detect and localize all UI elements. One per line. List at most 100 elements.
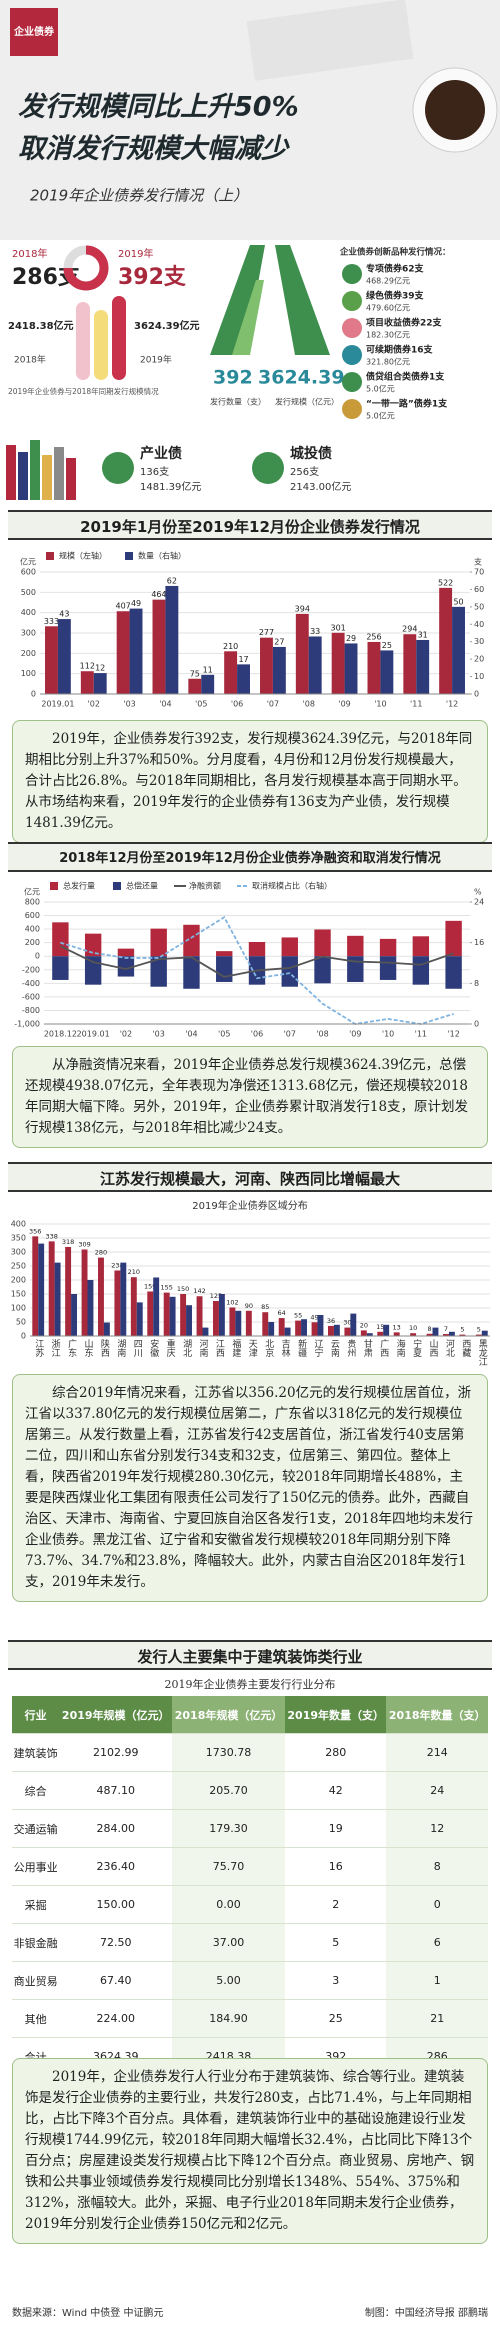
data-label: 522 bbox=[438, 578, 453, 587]
bar bbox=[260, 637, 273, 694]
bar bbox=[229, 1307, 236, 1336]
data-label: 277 bbox=[259, 628, 274, 637]
bar bbox=[116, 611, 130, 694]
y-tick-label: 400 bbox=[11, 1220, 26, 1229]
year-label: 2019年 bbox=[118, 247, 153, 260]
bar bbox=[268, 1322, 275, 1336]
y-tick-label: 400 bbox=[25, 925, 40, 934]
section-title: 2018年12月份至2019年12月份企业债券净融资和取消发行情况 bbox=[8, 842, 492, 872]
innovation-list: 专项债券62支468.29亿元绿色债券39支479.60亿元项目收益债券22支1… bbox=[342, 263, 448, 421]
bar bbox=[426, 1333, 433, 1336]
data-label: 25 bbox=[382, 641, 392, 650]
bar bbox=[57, 619, 71, 694]
x-tick-label: '08 bbox=[303, 700, 315, 709]
bar bbox=[379, 938, 397, 957]
y-tick-label: 600 bbox=[25, 911, 40, 920]
type-scale: 1481.39亿元 bbox=[140, 480, 201, 493]
table-cell: 1730.78 bbox=[172, 1733, 285, 1772]
legend-label: 规模（左轴） bbox=[59, 551, 107, 561]
x-tick-label: 广东 bbox=[66, 1338, 77, 1357]
x-tick-label: 甘肃 bbox=[362, 1338, 373, 1358]
bar bbox=[445, 956, 462, 989]
bar bbox=[350, 1313, 357, 1336]
bar bbox=[196, 1296, 203, 1336]
table-title: 2019年企业债券主要发行行业分布 bbox=[164, 1678, 336, 1691]
bar bbox=[52, 956, 69, 980]
y-tick-label: 500 bbox=[21, 588, 36, 597]
bar bbox=[216, 951, 233, 957]
table-cell: 205.70 bbox=[172, 1771, 285, 1810]
bar bbox=[295, 1320, 302, 1336]
table-cell: 24 bbox=[386, 1771, 488, 1810]
y-tick-label: 0 bbox=[21, 1332, 26, 1341]
y2-tick-label: 70 bbox=[474, 568, 484, 577]
bar bbox=[117, 948, 135, 957]
data-label: 356 bbox=[29, 1227, 41, 1235]
bar bbox=[331, 632, 345, 694]
bar bbox=[452, 606, 465, 694]
y2-axis-label: % bbox=[474, 888, 482, 897]
data-label: 62 bbox=[167, 576, 177, 585]
credit: 制图：中国经济导报 邵鹏瑞 bbox=[364, 2308, 488, 2319]
y-tick-label: 200 bbox=[11, 1276, 26, 1285]
y2-tick-label: 8 bbox=[474, 979, 479, 988]
table-cell: 75.70 bbox=[172, 1847, 285, 1886]
bar bbox=[103, 1322, 110, 1336]
bar bbox=[153, 1277, 160, 1336]
pillar bbox=[112, 296, 126, 380]
x-tick-label: '05 bbox=[195, 700, 207, 709]
paragraph: 综合2019年情况来看，江苏省以356.20亿元的发行规模位居首位，浙江省以33… bbox=[12, 1374, 488, 1602]
y-tick-label: 50 bbox=[16, 1318, 26, 1327]
bar bbox=[117, 956, 135, 977]
legend-label: 总偿还量 bbox=[126, 881, 158, 891]
bar bbox=[45, 626, 58, 694]
bar bbox=[360, 1330, 367, 1336]
book bbox=[66, 458, 76, 500]
y-tick-label: 400 bbox=[21, 608, 36, 617]
x-tick-label: 2018.12 bbox=[44, 1030, 77, 1039]
x-tick-label: '10 bbox=[374, 700, 386, 709]
road bbox=[275, 245, 330, 355]
bar bbox=[84, 956, 102, 985]
y2-tick-label: 0 bbox=[474, 690, 479, 699]
y2-tick-label: 10 bbox=[474, 672, 484, 681]
x-tick-label: '08 bbox=[316, 1030, 328, 1039]
bar bbox=[235, 1310, 242, 1336]
x-tick-label: 湖南 bbox=[115, 1339, 126, 1357]
line bbox=[60, 915, 454, 1025]
data-label: 464 bbox=[151, 590, 166, 599]
y2-tick-label: 50 bbox=[474, 602, 484, 611]
paragraph: 从净融资情况来看，2019年企业债券总发行规模3624.39亿元，总偿还规模49… bbox=[12, 1046, 488, 1148]
data-label: 280 bbox=[95, 1249, 107, 1257]
x-tick-label: '02 bbox=[88, 700, 100, 709]
bar bbox=[278, 1318, 285, 1336]
y-tick-label: -200 bbox=[22, 965, 40, 974]
data-label: 27 bbox=[274, 637, 284, 646]
bar bbox=[150, 956, 167, 987]
x-tick-label: 新疆 bbox=[296, 1338, 307, 1358]
item-name: “一带一路”债券1支 bbox=[366, 398, 448, 410]
bar bbox=[412, 936, 430, 957]
y-tick-label: 0 bbox=[31, 690, 36, 699]
bar bbox=[344, 643, 358, 694]
table-cell: 2 bbox=[284, 1885, 387, 1924]
x-tick-label: '11 bbox=[410, 700, 422, 709]
x-tick-label: '07 bbox=[284, 1030, 296, 1039]
bar bbox=[281, 956, 298, 987]
bar bbox=[93, 673, 107, 694]
x-tick-label: 辽宁 bbox=[313, 1339, 324, 1357]
data-label: 5 bbox=[477, 1326, 481, 1334]
overview: 2018年 286支 2019年 392支 2418.38亿元 2018年 36… bbox=[6, 245, 451, 500]
y-tick-label: 300 bbox=[21, 629, 36, 638]
table-cell: 224.00 bbox=[59, 1999, 173, 2038]
table-cell: 2102.99 bbox=[59, 1733, 173, 1772]
table-row: 其他 224.00 184.90 25 21 bbox=[12, 1999, 488, 2038]
bar bbox=[272, 646, 286, 694]
data-label: 155 bbox=[160, 1284, 172, 1292]
table-row: 建筑装饰 2102.99 1730.78 280 214 bbox=[12, 1733, 488, 1772]
title-line: 取消发行规模大幅减少 bbox=[18, 134, 290, 165]
bar bbox=[150, 928, 167, 957]
data-label: 7 bbox=[444, 1325, 448, 1333]
bar bbox=[333, 1324, 340, 1336]
legend-label: 净融资额 bbox=[189, 881, 221, 891]
